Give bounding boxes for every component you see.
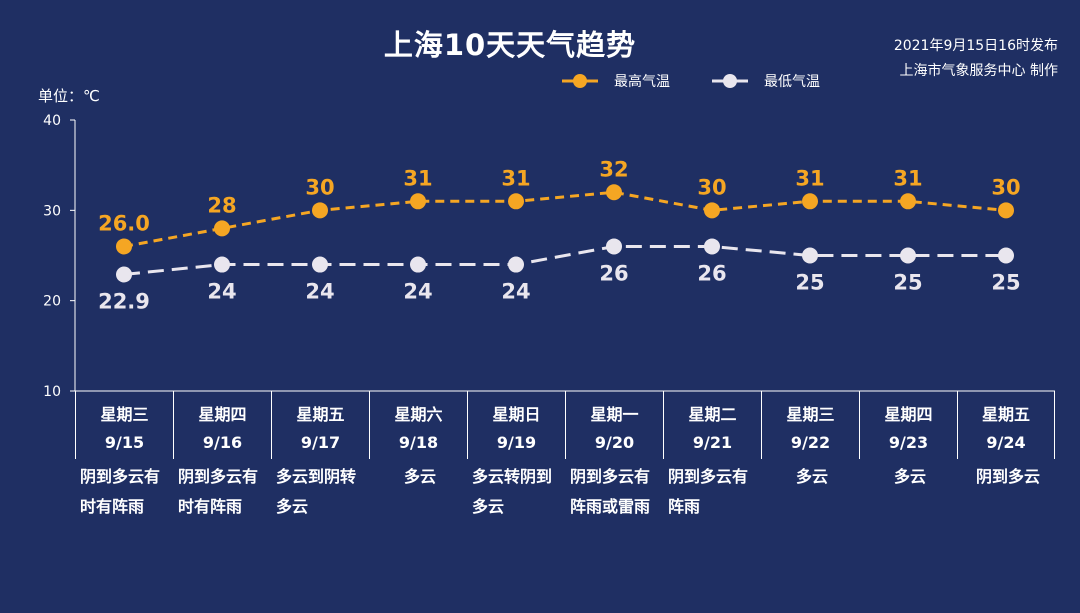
legend-low-label: 最低气温 (764, 74, 820, 90)
weekday-label: 星期四 (198, 405, 247, 424)
weekday-label: 星期五 (981, 405, 1030, 424)
weekday-label: 星期四 (884, 405, 933, 424)
point-low (116, 266, 132, 283)
point-low (508, 256, 524, 273)
y-tick-label: 40 (43, 113, 61, 129)
data-label-low: 22.9 (98, 289, 150, 313)
day-cell: 星期四 9/16 (173, 391, 271, 459)
weather-description: 多云 (795, 467, 828, 486)
data-label-high: 31 (403, 166, 432, 190)
legend: 最高气温 最低气温 (562, 73, 820, 90)
point-high (704, 202, 720, 219)
data-label-low: 24 (207, 280, 236, 304)
weekday-label: 星期一 (590, 405, 639, 424)
point-low (312, 256, 328, 273)
weather-description: 多云转阴到多云 (472, 467, 553, 516)
weather-description: 阴到多云有阵雨或雷雨 (570, 467, 651, 516)
data-label-low: 25 (893, 271, 922, 295)
data-label-low: 24 (501, 280, 530, 304)
date-label: 9/22 (790, 433, 831, 452)
data-label-low: 26 (697, 261, 726, 285)
data-label-high: 31 (795, 166, 824, 190)
date-label: 9/18 (398, 433, 439, 452)
y-tick-label: 30 (43, 203, 61, 219)
legend-high-marker (573, 74, 587, 88)
day-cell: 星期五 9/24 (957, 391, 1055, 459)
publisher: 上海市气象服务中心 制作 (899, 63, 1058, 79)
data-label-low: 25 (991, 271, 1020, 295)
data-label-low: 26 (599, 261, 628, 285)
weather-description: 多云到阴转多云 (276, 467, 357, 516)
point-high (900, 193, 916, 210)
point-high (802, 193, 818, 210)
date-label: 9/21 (692, 433, 733, 452)
legend-high-label: 最高气温 (614, 73, 670, 90)
point-high (214, 220, 230, 237)
date-label: 9/24 (986, 433, 1026, 452)
data-label-high: 30 (305, 175, 334, 199)
point-low (802, 247, 818, 264)
date-label: 9/15 (104, 433, 145, 452)
point-high (312, 202, 328, 219)
data-label-high: 26.0 (98, 211, 150, 235)
data-label-high: 30 (991, 175, 1020, 199)
weekday-label: 星期五 (296, 405, 345, 424)
day-cell: 星期三 9/15 (75, 391, 173, 459)
data-label-high: 28 (207, 193, 236, 217)
point-low (214, 256, 230, 273)
y-tick-label: 20 (43, 294, 61, 310)
y-tick-label: 10 (43, 384, 61, 400)
day-cell: 星期日 9/19 (467, 391, 565, 459)
day-cell: 星期五 9/17 (271, 391, 369, 459)
day-cell: 星期三 9/22 (761, 391, 859, 459)
day-cell: 星期一 9/20 (565, 391, 663, 459)
weather-description: 多云 (893, 467, 926, 486)
data-label-low: 24 (403, 280, 432, 304)
weather-description: 阴到多云 (975, 467, 1040, 486)
weather-description: 阴到多云有阵雨 (668, 467, 749, 516)
publish-time: 2021年9月15日16时发布 (893, 38, 1058, 54)
day-cell: 星期二 9/21 (663, 391, 761, 459)
series-line-high (123, 190, 1007, 248)
point-low (704, 238, 720, 255)
data-label-high: 32 (599, 157, 628, 181)
weather-description: 多云 (403, 467, 436, 486)
data-label-high: 30 (697, 175, 726, 199)
legend-low-marker (723, 74, 737, 88)
data-label-low: 24 (305, 280, 334, 304)
date-label: 9/20 (594, 433, 635, 452)
weekday-label: 星期三 (786, 405, 835, 424)
weather-description: 阴到多云有时有阵雨 (80, 467, 161, 516)
data-label-high: 31 (501, 166, 530, 190)
point-low (998, 247, 1014, 264)
point-high (116, 238, 132, 255)
weekday-label: 星期六 (394, 405, 443, 424)
data-label-high: 31 (893, 166, 922, 190)
data-label-low: 25 (795, 271, 824, 295)
weather-description: 阴到多云有时有阵雨 (178, 467, 259, 516)
unit-label: 单位：℃ (38, 87, 100, 105)
point-low (410, 256, 426, 273)
point-high (606, 184, 622, 201)
point-high (508, 193, 524, 210)
day-cell: 星期四 9/23 (859, 391, 957, 459)
point-low (606, 238, 622, 255)
weekday-label: 星期二 (688, 405, 737, 424)
chart-title: 上海10天天气趋势 (383, 28, 637, 62)
weekday-label: 星期日 (492, 405, 541, 424)
date-label: 9/17 (300, 433, 341, 452)
date-label: 9/23 (888, 433, 929, 452)
point-low (900, 247, 916, 264)
date-label: 9/16 (202, 433, 243, 452)
series-line-low (123, 244, 1006, 276)
date-label: 9/19 (496, 433, 537, 452)
weekday-label: 星期三 (100, 405, 149, 424)
day-cell: 星期六 9/18 (369, 391, 467, 459)
point-high (410, 193, 426, 210)
point-high (998, 202, 1014, 219)
